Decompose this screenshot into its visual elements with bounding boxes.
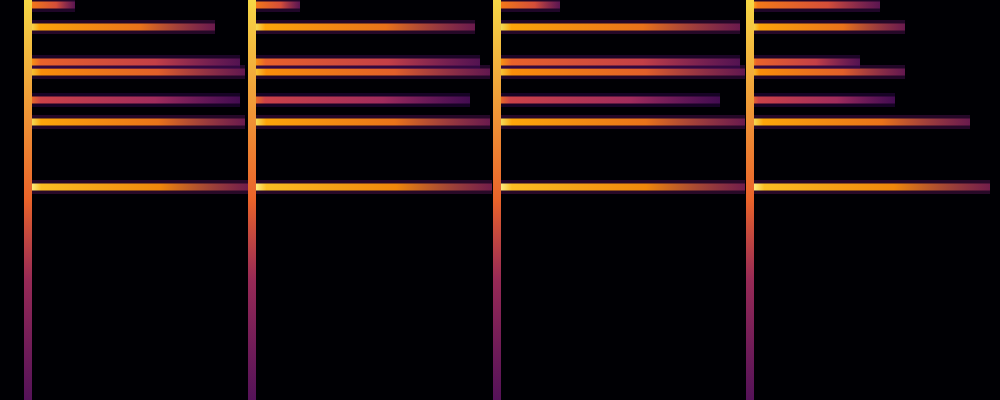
partial	[252, 97, 470, 104]
partial-halo	[28, 93, 240, 107]
partial	[28, 119, 245, 126]
partial	[497, 119, 745, 126]
onset	[493, 0, 501, 400]
partial	[497, 1, 560, 8]
spectrogram	[0, 0, 1000, 400]
partial	[252, 184, 492, 191]
partial	[750, 24, 905, 31]
partial	[28, 24, 215, 31]
partial-halo	[497, 115, 745, 129]
partial-halo	[750, 55, 860, 69]
partial	[750, 1, 880, 8]
partial-halo	[252, 20, 475, 34]
plot-area	[24, 0, 990, 400]
partial-halo	[750, 20, 905, 34]
partial	[28, 69, 245, 76]
partial	[252, 59, 480, 66]
partial-halo	[252, 55, 480, 69]
note	[493, 0, 745, 400]
note	[248, 0, 492, 400]
partial	[497, 69, 745, 76]
partial-halo	[497, 20, 740, 34]
partial	[28, 97, 240, 104]
partial	[28, 1, 75, 8]
partial-halo	[497, 93, 720, 107]
partial	[252, 24, 475, 31]
partial	[252, 119, 490, 126]
partial	[28, 59, 240, 66]
partial	[750, 97, 895, 104]
partial	[750, 119, 970, 126]
partial	[497, 24, 740, 31]
onset	[746, 0, 754, 400]
partial	[497, 97, 720, 104]
onset	[248, 0, 256, 400]
partial	[750, 59, 860, 66]
partial-halo	[252, 180, 492, 194]
note	[746, 0, 990, 400]
partial-halo	[28, 180, 248, 194]
partial	[750, 69, 905, 76]
partial-halo	[28, 115, 245, 129]
partial	[28, 184, 248, 191]
partial-halo	[28, 0, 75, 12]
partial-halo	[750, 115, 970, 129]
partial-halo	[252, 93, 470, 107]
chart-container	[0, 0, 1000, 400]
onset	[24, 0, 32, 400]
partial-halo	[497, 0, 560, 12]
partial-halo	[28, 20, 215, 34]
background	[0, 0, 1000, 400]
partial-halo	[750, 93, 895, 107]
partial-halo	[750, 180, 990, 194]
note	[24, 0, 248, 400]
partial	[252, 1, 300, 8]
partial	[497, 59, 740, 66]
partial-halo	[252, 0, 300, 12]
partial-halo	[28, 55, 240, 69]
partial	[497, 184, 745, 191]
partial-halo	[252, 115, 490, 129]
partial	[750, 184, 990, 191]
partial-halo	[497, 180, 745, 194]
partial-halo	[750, 0, 880, 12]
partial-halo	[497, 55, 740, 69]
partial	[252, 69, 490, 76]
